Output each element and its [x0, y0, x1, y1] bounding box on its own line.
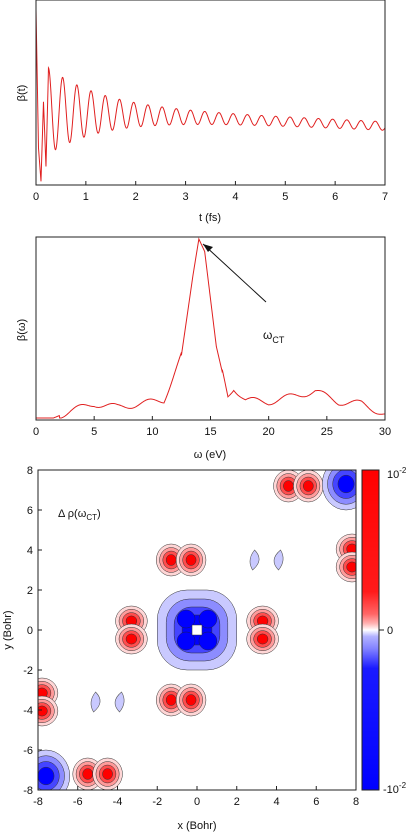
time-xtick-label: 2	[133, 191, 139, 203]
spectrum-xtick-label: 30	[379, 426, 391, 438]
time-xtick-label: 3	[183, 191, 189, 203]
time-xtick-label: 4	[232, 191, 238, 203]
contour-feature-8-a-level-4	[283, 480, 294, 492]
contour-xtick-label: -2	[152, 796, 162, 808]
spectrum-xtick-label: 5	[91, 426, 97, 438]
contour-ytick-label: -2	[23, 665, 33, 677]
spectrum-axis-ticks: 0 5 10 15 20 25 30	[33, 416, 391, 438]
contour-ytick-label: 8	[27, 465, 33, 477]
spectrum-xaxis-label: ω (eV)	[194, 449, 226, 461]
spectrum-xtick-label: 0	[33, 426, 39, 438]
contour-title: Δ ρ(ωCT)	[58, 508, 101, 522]
contour-feature-7-crescent	[90, 691, 125, 713]
spectrum-yaxis-label: β(ω)	[16, 319, 28, 341]
density-difference-panel: -8 -6 -4 -2 0 2 4 6 8 -8 -6 -4 -2 0 2 4 6 8 Δ ρ(ωCT) x (B…	[2, 465, 407, 832]
contour-title-main: Δ ρ(ω	[58, 508, 87, 520]
spectrum-xtick-label: 20	[263, 426, 275, 438]
spectrum-xtick-label: 15	[204, 426, 216, 438]
contour-feature-6-crescent-right	[273, 549, 284, 571]
contour-feature-8-b-level-4	[302, 480, 314, 492]
contour-feature-6-crescent-left	[249, 549, 260, 571]
contour-xtick-label: 2	[234, 796, 240, 808]
contour-feature-4-a-level-4	[165, 554, 177, 566]
contour-feature-1-lobe-4	[176, 631, 196, 651]
contour-feature-7-crescent-left	[90, 691, 101, 713]
spectrum-panel: 0 5 10 15 20 25 30 ωCT ω (eV) β(ω)	[16, 236, 391, 461]
contour-feature-11-b-level-4	[346, 561, 356, 573]
contour-xtick-label: 8	[353, 796, 359, 808]
time-xtick-label: 6	[332, 191, 338, 203]
contour-feature-5-a-level-4	[165, 694, 177, 706]
contour-feature-9-a-level-4	[82, 768, 94, 780]
colorbar-max-exp: -2	[399, 466, 407, 475]
omega-ct-annotation-main: ω	[263, 328, 272, 342]
spectrum-xtick-label: 10	[146, 426, 158, 438]
beta-t-curve	[36, 9, 385, 182]
contour-feature-3-b-level-4	[256, 633, 269, 645]
contour-xtick-label: -8	[33, 796, 43, 808]
omega-ct-arrow	[202, 243, 267, 303]
omega-ct-annotation: ωCT	[263, 328, 285, 345]
contour-feature-2-b-level-4	[125, 633, 138, 645]
contour-xtick-label: -4	[113, 796, 123, 808]
contour-ytick-label: 4	[27, 545, 33, 557]
colorbar	[361, 469, 380, 791]
density-contours	[38, 470, 356, 790]
time-plot-frame	[35, 0, 386, 186]
contour-ytick-label: -6	[23, 745, 33, 757]
colorbar-min-base: -10	[383, 784, 399, 796]
contour-xtick-label: 0	[194, 796, 200, 808]
contour-title-close: )	[97, 508, 101, 520]
time-xaxis-label: t (fs)	[199, 212, 221, 224]
contour-ytick-label: 2	[27, 585, 33, 597]
contour-yaxis-label: y (Bohr)	[2, 610, 14, 649]
time-yaxis-label: β(t)	[16, 85, 28, 102]
colorbar-mid-label: 0	[387, 625, 393, 637]
omega-ct-annotation-sub: CT	[272, 335, 284, 345]
colorbar-min-label: -10-2	[383, 781, 407, 796]
contour-feature-1-lobe-1	[198, 609, 218, 629]
contour-title-sub: CT	[86, 513, 97, 522]
contour-feature-4-b-level-4	[185, 554, 197, 566]
contour-ytick-label: -8	[23, 785, 33, 797]
contour-xtick-label: 6	[313, 796, 319, 808]
contour-xtick-label: -6	[73, 796, 83, 808]
contour-ytick-label: 0	[27, 625, 33, 637]
colorbar-max-label: 10-2	[387, 466, 407, 481]
contour-feature-1-lobe-3	[198, 631, 218, 651]
colorbar-min-exp: -2	[399, 781, 407, 790]
contour-feature-1-lobe-2	[176, 609, 196, 629]
spectrum-xtick-label: 25	[321, 426, 333, 438]
contour-ytick-label: 6	[27, 505, 33, 517]
colorbar-max-base: 10	[387, 469, 399, 481]
time-xtick-label: 5	[282, 191, 288, 203]
contour-feature-13-level-4	[337, 474, 355, 494]
time-xtick-label: 1	[83, 191, 89, 203]
contour-feature-1-center	[191, 624, 203, 636]
contour-feature-7-crescent-right	[114, 691, 125, 713]
time-xtick-label: 0	[33, 191, 39, 203]
spectrum-plot-frame	[35, 236, 386, 421]
time-signal-panel: 0 1 2 3 4 5 6 7 t (fs) β(t)	[16, 0, 388, 224]
contour-xaxis-label: x (Bohr)	[177, 820, 216, 832]
contour-feature-9-b-level-4	[102, 768, 113, 780]
omega-ct-arrowhead	[203, 244, 213, 252]
contour-xtick-label: 4	[273, 796, 279, 808]
contour-feature-5-b-level-4	[185, 694, 197, 706]
contour-axis-ticks: -8 -6 -4 -2 0 2 4 6 8 -8 -6 -4 -2 0 2 4 6 8	[23, 465, 359, 808]
time-axis-ticks: 0 1 2 3 4 5 6 7	[33, 181, 388, 203]
contour-feature-12-level-4	[38, 766, 55, 786]
contour-feature-6-crescent	[249, 549, 284, 571]
time-xtick-label: 7	[382, 191, 388, 203]
beta-omega-curve	[36, 237, 385, 419]
contour-ytick-label: -4	[23, 705, 33, 717]
contour-feature-10-b-level-4	[38, 705, 48, 717]
